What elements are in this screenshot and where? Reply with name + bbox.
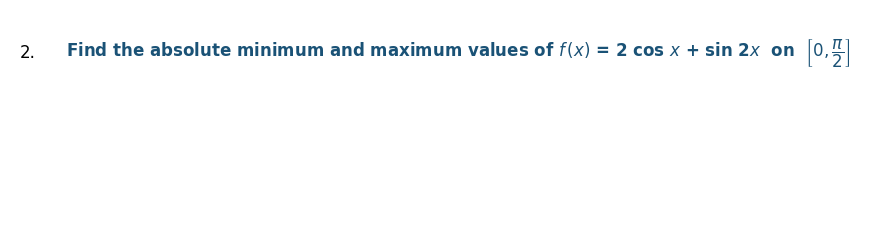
Text: 2.: 2.: [19, 44, 35, 62]
Text: Find the absolute minimum and maximum values of $f\,(x)$ = 2 cos $x$ + sin 2$x$ : Find the absolute minimum and maximum va…: [66, 37, 849, 69]
